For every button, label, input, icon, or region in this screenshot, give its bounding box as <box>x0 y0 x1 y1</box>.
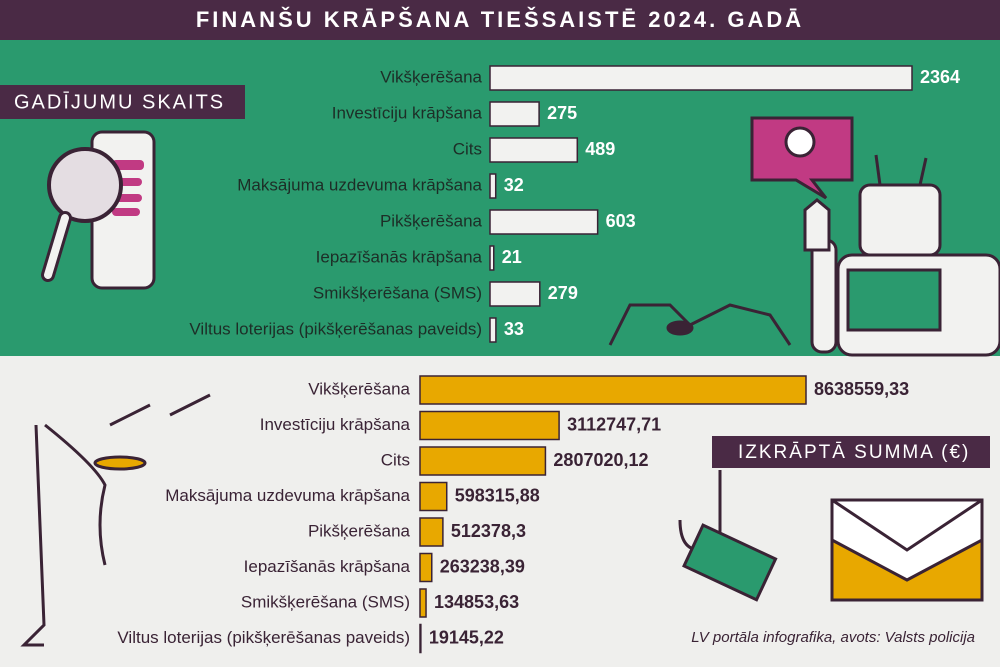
value-label: 3112747,71 <box>567 414 661 434</box>
section-label: IZKRĀPTĀ SUMMA (€) <box>712 436 990 468</box>
value-label: 8638559,33 <box>814 379 909 399</box>
category-label: Iepazīšanās krāpšana <box>316 247 483 266</box>
bar <box>489 281 541 307</box>
value-label: 275 <box>547 103 577 123</box>
money-illustration <box>678 470 984 602</box>
bar <box>419 588 427 618</box>
value-label: 263238,39 <box>440 556 525 576</box>
value-label: 32 <box>504 175 524 195</box>
value-label: 134853,63 <box>434 592 519 612</box>
bar <box>419 623 422 654</box>
category-label: Iepazīšanās krāpšana <box>244 557 411 576</box>
bar <box>489 209 599 235</box>
bar <box>489 245 495 271</box>
source-note: LV portāla infografika, avots: Valsts po… <box>691 629 975 646</box>
title-bar <box>0 0 1000 40</box>
robot-illustration <box>608 116 1000 357</box>
bar <box>489 65 913 91</box>
bar <box>489 137 579 163</box>
value-label: 2364 <box>920 67 960 87</box>
screen-illustration <box>20 393 211 647</box>
bar <box>419 552 433 583</box>
bar <box>419 375 807 405</box>
bar <box>419 517 444 547</box>
value-label: 512378,3 <box>451 521 526 541</box>
phone-illustration <box>41 130 156 290</box>
category-label: Pikšķerēšana <box>380 211 483 230</box>
category-label: Cits <box>453 139 482 158</box>
category-label: Smikšķerēšana (SMS) <box>313 283 482 302</box>
value-label: 598315,88 <box>455 485 540 505</box>
category-label: Cits <box>381 450 410 469</box>
category-label: Pikšķerēšana <box>308 521 411 540</box>
value-label: 603 <box>606 211 636 231</box>
section-label: GADĪJUMU SKAITS <box>0 85 245 119</box>
section-title: GADĪJUMU SKAITS <box>14 90 225 113</box>
category-label: Vikšķerēšana <box>380 67 482 86</box>
value-label: 279 <box>548 283 578 303</box>
bar <box>419 481 448 512</box>
bar <box>489 101 540 127</box>
bar <box>489 173 497 199</box>
category-label: Viltus loterijas (pikšķerēšanas paveids) <box>117 628 410 647</box>
bar <box>419 410 560 441</box>
category-label: Maksājuma uzdevuma krāpšana <box>237 175 482 194</box>
bar <box>489 317 497 343</box>
category-label: Smikšķerēšana (SMS) <box>241 592 410 611</box>
value-label: 19145,22 <box>429 627 504 647</box>
title: FINANŠU KRĀPŠANA TIEŠSAISTĒ 2024. GADĀ <box>196 7 804 32</box>
value-label: 33 <box>504 319 524 339</box>
value-label: 21 <box>502 247 522 267</box>
value-label: 2807020,12 <box>553 450 648 470</box>
value-label: 489 <box>585 139 615 159</box>
bar <box>419 446 547 476</box>
category-label: Maksājuma uzdevuma krāpšana <box>165 486 410 505</box>
category-label: Investīciju krāpšana <box>260 415 411 434</box>
section-title: IZKRĀPTĀ SUMMA (€) <box>738 442 970 463</box>
category-label: Vikšķerēšana <box>308 379 410 398</box>
category-label: Investīciju krāpšana <box>332 103 483 122</box>
category-label: Viltus loterijas (pikšķerēšanas paveids) <box>189 319 482 338</box>
